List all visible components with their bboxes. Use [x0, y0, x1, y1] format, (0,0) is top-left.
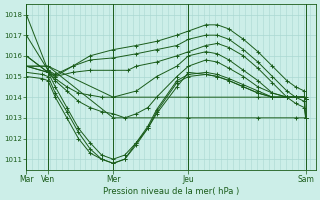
- X-axis label: Pression niveau de la mer( hPa ): Pression niveau de la mer( hPa ): [103, 187, 239, 196]
